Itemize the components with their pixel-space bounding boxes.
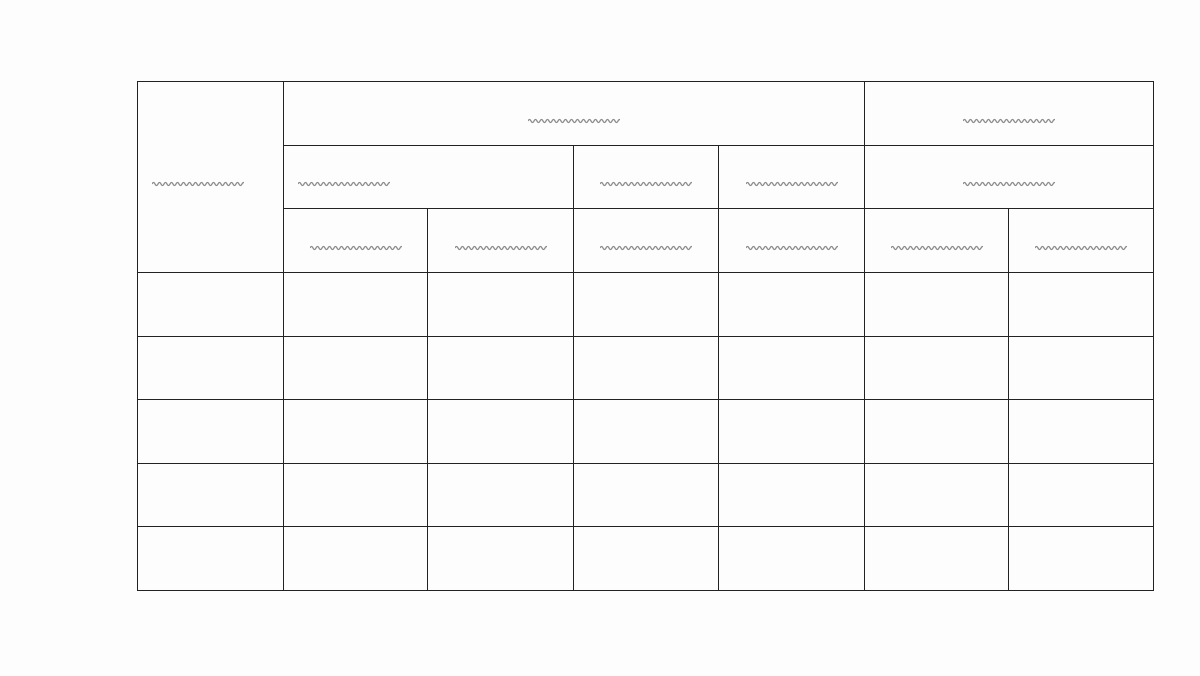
table-cell xyxy=(1008,272,1154,337)
placeholder-text xyxy=(599,238,697,250)
table-row xyxy=(137,399,1154,464)
placeholder-text xyxy=(889,238,988,250)
placeholder-text xyxy=(1034,238,1132,250)
table-row xyxy=(137,526,1154,591)
table-cell xyxy=(573,526,719,591)
table-cell xyxy=(283,335,428,400)
subgroup-a3-header xyxy=(718,145,865,209)
placeholder-text xyxy=(308,238,407,250)
placeholder-text xyxy=(297,174,395,187)
table-cell xyxy=(283,462,428,527)
table-cell xyxy=(283,399,428,464)
column-header xyxy=(864,208,1009,273)
table-cell xyxy=(137,335,284,400)
table-cell xyxy=(427,526,574,591)
squiggle-icon xyxy=(1034,245,1132,250)
table-cell xyxy=(864,526,1009,591)
table-cell xyxy=(573,462,719,527)
table-cell xyxy=(137,272,284,337)
table-row xyxy=(137,272,1154,337)
table-cell xyxy=(573,335,719,400)
squiggle-icon xyxy=(297,181,395,187)
squiggle-icon xyxy=(308,245,407,250)
table-row xyxy=(137,462,1154,527)
squiggle-icon xyxy=(962,181,1060,187)
column-header xyxy=(427,208,574,273)
table-cell xyxy=(864,272,1009,337)
column-header xyxy=(718,208,865,273)
table-cell xyxy=(137,526,284,591)
placeholder-text xyxy=(453,238,552,250)
table-cell xyxy=(864,399,1009,464)
table-cell xyxy=(427,335,574,400)
placeholder-text xyxy=(962,111,1060,123)
squiggle-icon xyxy=(744,181,843,187)
table-cell xyxy=(718,526,865,591)
column-header xyxy=(1008,208,1154,273)
table-cell xyxy=(573,399,719,464)
table-cell xyxy=(283,526,428,591)
table-row xyxy=(137,335,1154,400)
placeholder-text xyxy=(527,111,625,123)
squiggle-icon xyxy=(151,181,249,187)
table-cell xyxy=(864,335,1009,400)
group-b-header xyxy=(864,81,1154,146)
table-cell xyxy=(718,462,865,527)
table-cell xyxy=(1008,335,1154,400)
squiggle-icon xyxy=(453,245,552,250)
merged-header-table xyxy=(137,81,1154,591)
row-header-cell xyxy=(137,81,284,273)
table-cell xyxy=(427,272,574,337)
squiggle-icon xyxy=(889,245,988,250)
table-cell xyxy=(718,272,865,337)
table-cell xyxy=(573,272,719,337)
squiggle-icon xyxy=(962,118,1060,123)
placeholder-text xyxy=(962,174,1060,187)
table-cell xyxy=(1008,462,1154,527)
group-a-header xyxy=(283,81,865,146)
squiggle-icon xyxy=(599,181,697,187)
table-cell xyxy=(283,272,428,337)
placeholder-text xyxy=(744,238,843,250)
subgroup-b1-header xyxy=(864,145,1154,209)
table-cell xyxy=(718,399,865,464)
squiggle-icon xyxy=(599,245,697,250)
squiggle-icon xyxy=(744,245,843,250)
table-cell xyxy=(864,462,1009,527)
column-header xyxy=(573,208,719,273)
subgroup-a2-header xyxy=(573,145,719,209)
table-cell xyxy=(427,462,574,527)
column-header xyxy=(283,208,428,273)
placeholder-text xyxy=(744,174,843,187)
table-cell xyxy=(1008,399,1154,464)
placeholder-text xyxy=(151,174,249,187)
placeholder-text xyxy=(599,174,697,187)
table-cell xyxy=(427,399,574,464)
squiggle-icon xyxy=(527,118,625,123)
table-cell xyxy=(137,399,284,464)
table-cell xyxy=(1008,526,1154,591)
table-cell xyxy=(137,462,284,527)
table-cell xyxy=(718,335,865,400)
subgroup-a1-header xyxy=(283,145,574,209)
